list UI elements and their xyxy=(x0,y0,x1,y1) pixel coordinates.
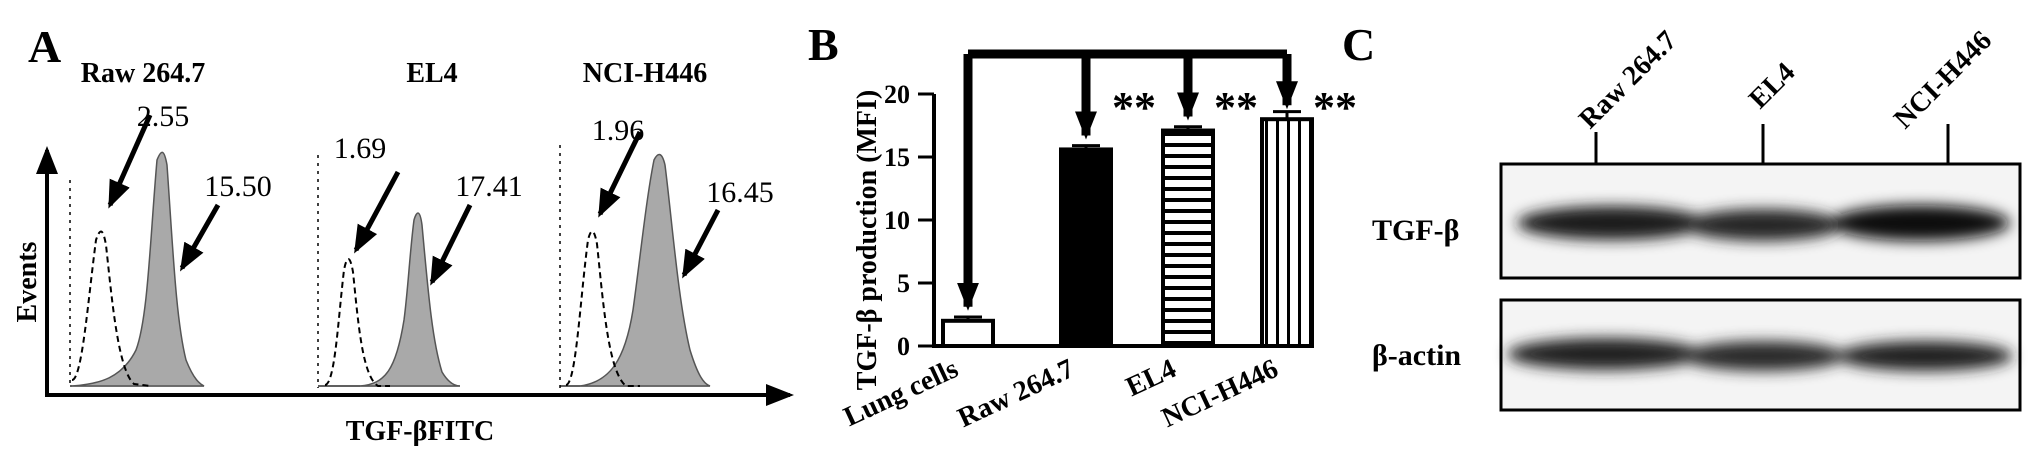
panel-a-letter: A xyxy=(28,21,61,72)
significance-star: ** xyxy=(1313,83,1357,132)
control-arrow-el4 xyxy=(353,170,401,254)
blot-lane-nci: NCI-H446 xyxy=(1888,25,1998,135)
panel-a: A Raw 264.7 EL4 NCI-H446 Events TGF-βFIT… xyxy=(12,21,794,447)
stained-arrow-raw xyxy=(179,203,221,272)
stained-mfi-raw: 15.50 xyxy=(204,170,272,203)
y-tick-label: 5 xyxy=(897,269,910,298)
category-label: Raw 264.7 xyxy=(953,353,1079,434)
histogram-header-nci: NCI-H446 xyxy=(583,58,707,89)
stained-mfi-nci: 16.45 xyxy=(706,176,774,209)
histogram-nci: 1.96 16.45 xyxy=(559,114,774,388)
events-axis-label: Events xyxy=(12,241,43,322)
significance-star: ** xyxy=(1112,83,1156,132)
stained-arrow-nci xyxy=(681,208,721,279)
blot-lane-raw: Raw 264.7 xyxy=(1573,25,1683,135)
y-tick-label: 0 xyxy=(897,332,910,361)
control-mfi-el4: 1.69 xyxy=(334,132,387,165)
category-label: EL4 xyxy=(1121,353,1181,403)
blot-lane-el4: EL4 xyxy=(1743,57,1801,115)
control-arrow-raw xyxy=(107,113,153,209)
histogram-header-raw: Raw 264.7 xyxy=(81,58,205,89)
significance-star: ** xyxy=(1214,83,1258,132)
bar-y-ticks: 0 5 10 15 20 xyxy=(884,80,934,361)
control-histogram-nci xyxy=(565,230,640,387)
panel-b-letter: B xyxy=(808,19,839,70)
panel-c: C Raw 264.7 EL4 NCI-H446 TGF-β β-actin xyxy=(1342,19,2022,412)
bar-y-axis-label: TGF-β production (MFI) xyxy=(852,90,883,390)
stained-arrow-el4 xyxy=(429,203,473,286)
fitc-axis-label: TGF-βFITC xyxy=(346,416,495,447)
bars xyxy=(941,110,1314,348)
stained-histogram-raw xyxy=(71,151,205,387)
bar-raw-264-7 xyxy=(1059,147,1113,348)
control-mfi-nci: 1.96 xyxy=(592,114,645,147)
control-histogram-raw xyxy=(71,230,151,387)
stained-histogram-el4 xyxy=(359,212,461,387)
y-tick-label: 15 xyxy=(884,143,910,172)
histogram-el4: 1.69 17.41 xyxy=(317,132,523,388)
blot-row-tgf-beta: TGF-β xyxy=(1372,214,1459,247)
control-arrow-nci xyxy=(597,130,643,218)
tgf-beta-bands xyxy=(1517,205,2010,241)
y-tick-label: 10 xyxy=(884,206,910,235)
stained-histogram-nci xyxy=(579,153,711,387)
histogram-raw: 2.55 15.50 xyxy=(69,100,272,388)
control-mfi-raw: 2.55 xyxy=(137,100,190,133)
bar-nci-h446 xyxy=(1260,117,1314,348)
category-label: NCI-H446 xyxy=(1157,353,1283,434)
panel-c-letter: C xyxy=(1342,19,1375,70)
histogram-header-el4: EL4 xyxy=(406,58,457,89)
stained-mfi-el4: 17.41 xyxy=(455,170,523,203)
blot-row-beta-actin: β-actin xyxy=(1372,339,1461,372)
control-histogram-el4 xyxy=(324,258,390,387)
bar-el4 xyxy=(1161,128,1215,348)
beta-actin-bands xyxy=(1507,338,2013,371)
significance-brackets: ** ** ** xyxy=(957,49,1357,311)
bar-lung-cells xyxy=(941,318,995,348)
y-tick-label: 20 xyxy=(884,80,910,109)
